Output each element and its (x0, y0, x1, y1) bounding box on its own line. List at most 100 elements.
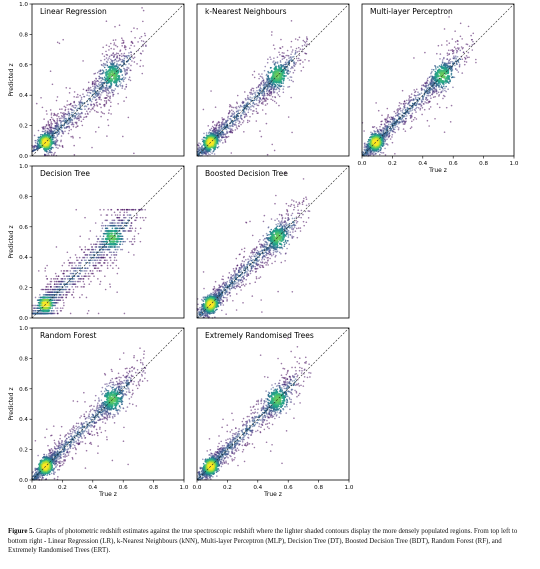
scatter-point (67, 121, 69, 123)
scatter-point (271, 143, 274, 146)
scatter-point (92, 106, 95, 108)
scatter-point (87, 309, 90, 312)
scatter-point (100, 256, 102, 259)
scatter-point (393, 110, 396, 113)
scatter-point (105, 100, 108, 102)
scatter-point (61, 307, 64, 309)
scatter-point (448, 42, 451, 45)
scatter-point (52, 140, 54, 143)
scatter-point (410, 110, 412, 112)
scatter-point (144, 208, 146, 211)
scatter-point (77, 112, 80, 114)
scatter-point (91, 107, 94, 110)
scatter-point (63, 275, 65, 278)
scatter-point (443, 28, 446, 30)
scatter-point (445, 90, 447, 93)
scatter-point (100, 79, 103, 82)
scatter-point (79, 235, 82, 238)
scatter-point (254, 103, 256, 105)
scatter-point (106, 88, 108, 90)
scatter-point (56, 134, 59, 136)
scatter-point (385, 143, 387, 145)
scatter-point (245, 115, 248, 117)
scatter-point (398, 102, 401, 104)
scatter-point (391, 133, 394, 136)
scatter-point (452, 86, 454, 89)
scatter-point (419, 107, 422, 110)
scatter-point (266, 102, 269, 105)
scatter-point (245, 99, 247, 101)
scatter-point (248, 120, 251, 122)
scatter-point (255, 120, 258, 122)
scatter-point (78, 116, 81, 118)
scatter-point (405, 99, 408, 102)
scatter-point (209, 129, 212, 132)
scatter-point (136, 214, 138, 216)
scatter-point (95, 246, 98, 248)
scatter-point (415, 111, 417, 113)
scatter-point (85, 116, 87, 118)
scatter-point (440, 64, 443, 66)
scatter-point (71, 283, 74, 285)
scatter-point (48, 124, 50, 127)
scatter-point (130, 44, 132, 47)
scatter-point (100, 270, 102, 272)
scatter-point (74, 254, 77, 256)
scatter-point (282, 55, 285, 58)
scatter-point (46, 283, 49, 285)
scatter-point (454, 30, 456, 32)
scatter-point (86, 94, 88, 97)
scatter-point (107, 112, 110, 114)
scatter-point (110, 42, 112, 45)
scatter-point (91, 98, 94, 100)
scatter-point (74, 280, 77, 283)
scatter-point (281, 58, 284, 60)
scatter-point (255, 110, 258, 113)
scatter-point (123, 61, 125, 64)
scatter-point (75, 264, 77, 267)
scatter-point (131, 42, 134, 44)
scatter-point (45, 275, 48, 278)
scatter-point (96, 267, 98, 270)
scatter-point (297, 57, 300, 60)
scatter-point (124, 216, 127, 219)
scatter-point (407, 102, 410, 105)
scatter-point (110, 47, 112, 50)
scatter-point (394, 112, 397, 115)
scatter-point (77, 259, 79, 262)
scatter-point (70, 118, 72, 120)
scatter-point (396, 125, 399, 128)
scatter-point (415, 118, 418, 120)
scatter-point (463, 60, 466, 63)
scatter-point (77, 264, 80, 267)
scatter-point (126, 66, 128, 69)
scatter-point (371, 134, 373, 136)
scatter-point (453, 57, 455, 60)
scatter-point (124, 88, 126, 90)
scatter-point (131, 227, 134, 230)
scatter-point (121, 44, 123, 47)
scatter-point (450, 60, 452, 63)
scatter-point (273, 57, 275, 59)
scatter-point (416, 101, 419, 104)
scatter-point (269, 56, 271, 58)
scatter-point (212, 130, 214, 133)
scatter-point (211, 125, 214, 128)
scatter-point (458, 63, 461, 66)
scatter-point (386, 107, 389, 110)
scatter-point (222, 142, 224, 144)
scatter-point (382, 151, 385, 154)
scatter-point (278, 51, 280, 54)
scatter-point (126, 54, 129, 57)
scatter-point (63, 302, 65, 304)
scatter-point (408, 104, 411, 107)
scatter-point (408, 96, 411, 99)
scatter-point (125, 86, 127, 88)
scatter-point (139, 65, 141, 68)
scatter-point (119, 211, 121, 214)
scatter-point (48, 151, 50, 154)
scatter-point (403, 101, 406, 103)
scatter-point (83, 95, 86, 98)
scatter-point (227, 135, 230, 138)
scatter-point (142, 9, 145, 12)
